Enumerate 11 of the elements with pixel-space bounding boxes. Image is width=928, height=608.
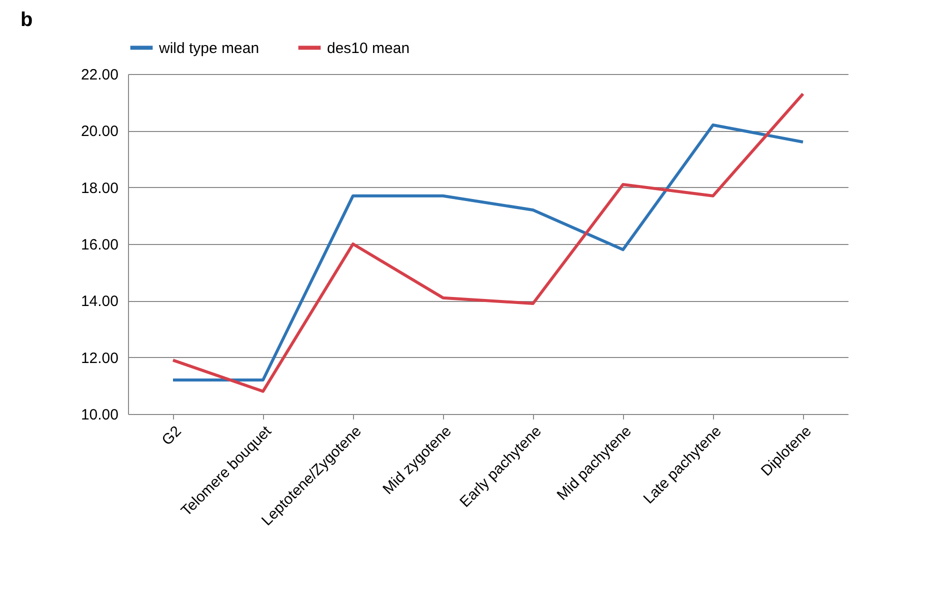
y-tick-label: 12.00 <box>80 350 118 367</box>
legend-label: des10 mean <box>327 40 410 57</box>
y-tick-label: 20.00 <box>80 123 118 140</box>
y-tick-label: 22.00 <box>80 66 118 84</box>
y-tick-label: 18.00 <box>80 180 118 197</box>
y-tick-label: 10.00 <box>80 406 118 424</box>
y-tick-label: 14.00 <box>80 293 118 310</box>
chart-title: b <box>20 9 33 31</box>
y-tick-label: 16.00 <box>80 236 118 254</box>
legend-label: wild type mean <box>158 40 260 57</box>
x-tick-label: G2 <box>158 422 185 449</box>
